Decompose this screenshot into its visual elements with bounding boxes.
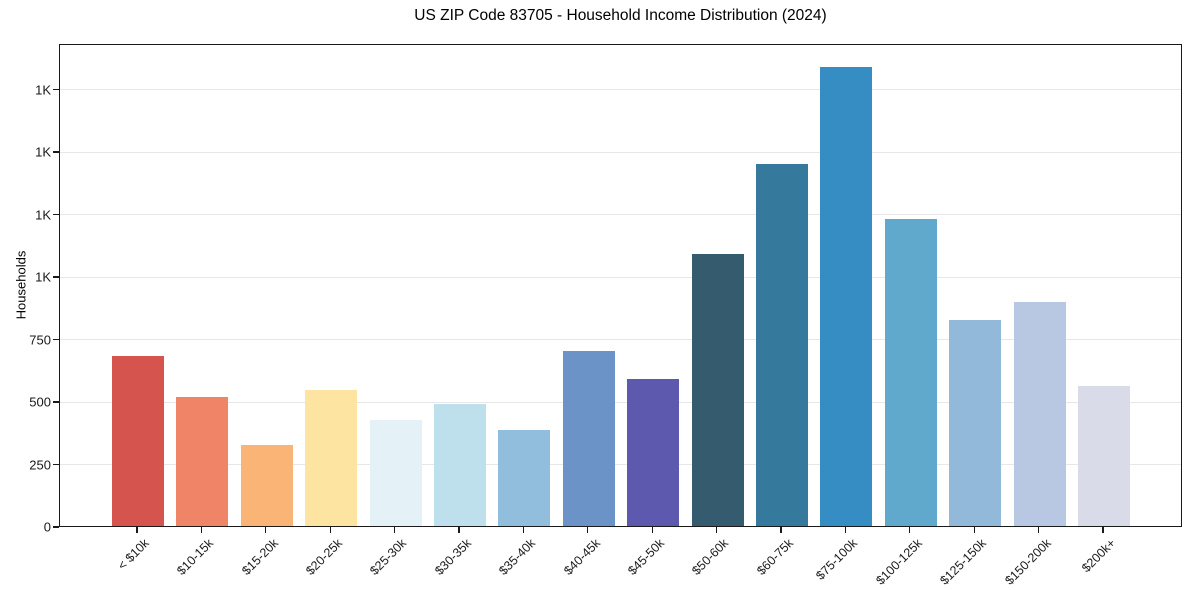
y-tick-label: 0 (43, 519, 51, 535)
y-tick-label: 1K (35, 269, 51, 285)
x-tick-label: $60-75k (754, 536, 796, 578)
bar-45-50k (627, 378, 680, 526)
x-tick-label: $150-200k (1001, 536, 1054, 588)
gridline (60, 401, 1181, 403)
bar-150-200k (1013, 302, 1066, 526)
y-tick-mark (53, 463, 59, 466)
y-tick-label: 1K (35, 82, 51, 97)
y-tick-label: 500 (29, 394, 51, 410)
gridline (60, 276, 1181, 278)
bar-75-100k (820, 67, 873, 526)
x-tick-mark (844, 527, 847, 533)
bar-10-15k (176, 397, 229, 526)
x-tick-mark (136, 527, 138, 533)
x-tick-mark (329, 527, 331, 533)
y-tick-mark (53, 276, 59, 278)
x-tick-mark (458, 527, 460, 533)
x-tick-label: $200k+ (1078, 536, 1118, 576)
y-tick-mark (53, 338, 59, 341)
y-tick-label: 1K (35, 144, 51, 160)
x-tick-mark (393, 527, 396, 533)
x-tick-mark (587, 527, 589, 533)
x-tick-label: $50-60k (689, 536, 732, 578)
x-tick-mark (651, 527, 653, 533)
x-tick-label: $75-100k (813, 536, 861, 583)
bar-200k (1078, 386, 1130, 526)
x-tick-mark (973, 527, 975, 533)
x-tick-label: $45-50k (625, 536, 668, 578)
x-tick-label: $10-15k (174, 536, 217, 578)
bar-20-25k (305, 389, 358, 526)
bar-10k (112, 356, 164, 526)
y-axis-label: Households (13, 250, 29, 320)
bar-125-150k (949, 319, 1002, 526)
bar-60-75k (756, 163, 808, 526)
x-tick-mark (522, 527, 525, 533)
x-tick-label: $100-125k (873, 536, 925, 588)
gridline (60, 464, 1181, 466)
x-tick-label: $125-150k (937, 536, 990, 588)
x-tick-label: $30-35k (432, 536, 474, 578)
x-tick-label: $25-30k (367, 536, 410, 578)
bar-40-45k (562, 351, 615, 526)
bar-35-40k (498, 429, 551, 526)
y-tick-label: 250 (29, 457, 51, 472)
y-tick-mark (53, 88, 59, 91)
bar-25-30k (369, 419, 422, 526)
y-tick-mark (53, 401, 59, 403)
plot-area (59, 44, 1182, 527)
x-tick-label: $15-20k (238, 536, 281, 578)
x-tick-mark (780, 527, 782, 533)
chart-title: US ZIP Code 83705 - Household Income Dis… (414, 7, 827, 24)
y-tick-mark (53, 151, 59, 153)
x-tick-mark (909, 527, 911, 533)
x-tick-label: $40-45k (560, 536, 603, 578)
x-tick-label: $20-25k (303, 536, 346, 578)
y-tick-label: 1K (35, 207, 51, 222)
bar-50-60k (691, 253, 744, 526)
gridline (60, 339, 1181, 341)
x-tick-mark (265, 527, 267, 533)
gridline (60, 151, 1181, 153)
gridline (60, 214, 1181, 216)
bar-100-125k (884, 218, 937, 526)
x-tick-mark (715, 527, 718, 533)
x-tick-mark (1102, 527, 1104, 533)
x-tick-mark (200, 527, 203, 533)
x-tick-label: < $10k (115, 536, 152, 573)
bar-15-20k (240, 444, 293, 526)
gridline (60, 89, 1181, 91)
y-tick-mark (53, 526, 59, 528)
y-tick-mark (53, 213, 59, 216)
x-tick-mark (1037, 527, 1040, 533)
bar-30-35k (434, 403, 486, 526)
y-tick-label: 750 (29, 332, 51, 347)
x-tick-label: $35-40k (496, 536, 539, 578)
